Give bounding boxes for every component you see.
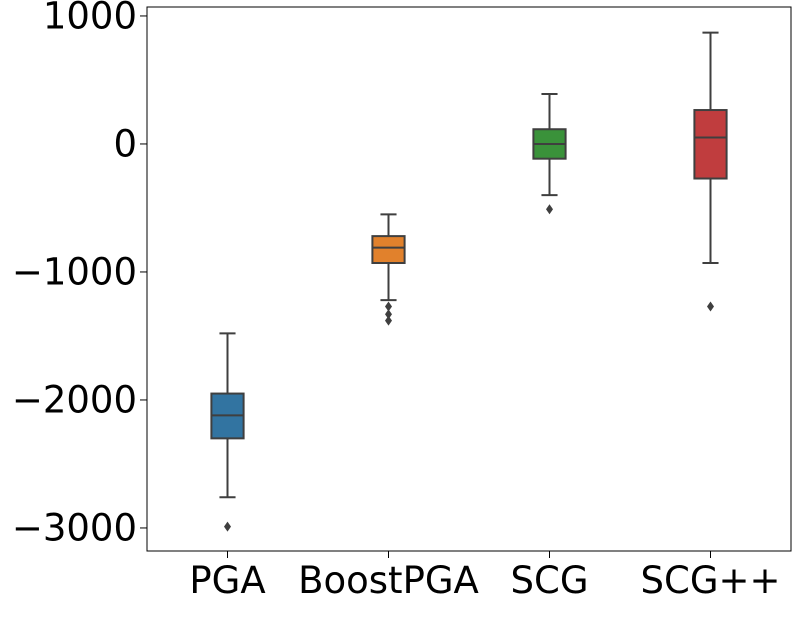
plot-frame — [146, 6, 792, 552]
outlier-point — [385, 301, 392, 312]
x-tick-label: PGA — [189, 559, 265, 602]
outlier-point — [546, 204, 553, 215]
y-tick-label: 0 — [113, 122, 137, 165]
box-group — [371, 213, 406, 326]
x-tick-label: SCG++ — [641, 559, 781, 602]
y-axis: 1000 0 −1000 −2000 −3000 — [12, 0, 147, 549]
y-tick-label: −1000 — [12, 250, 137, 293]
x-tick-label: BoostPGA — [298, 559, 479, 602]
outlier-point — [385, 309, 392, 320]
box-group — [210, 332, 245, 532]
box-group — [532, 93, 567, 215]
y-tick-label: −3000 — [12, 506, 137, 549]
outlier-point — [385, 315, 392, 326]
y-tick-label: 1000 — [43, 0, 137, 37]
x-tick-label: SCG — [511, 559, 589, 602]
outlier-point — [224, 521, 231, 532]
y-tick-label: −2000 — [12, 378, 137, 421]
box-iqr — [693, 109, 728, 180]
x-axis: PGA BoostPGA SCG SCG++ — [189, 551, 781, 602]
box-series — [210, 31, 728, 532]
box-group — [693, 31, 728, 312]
box-iqr — [371, 235, 406, 264]
outlier-point — [707, 301, 714, 312]
